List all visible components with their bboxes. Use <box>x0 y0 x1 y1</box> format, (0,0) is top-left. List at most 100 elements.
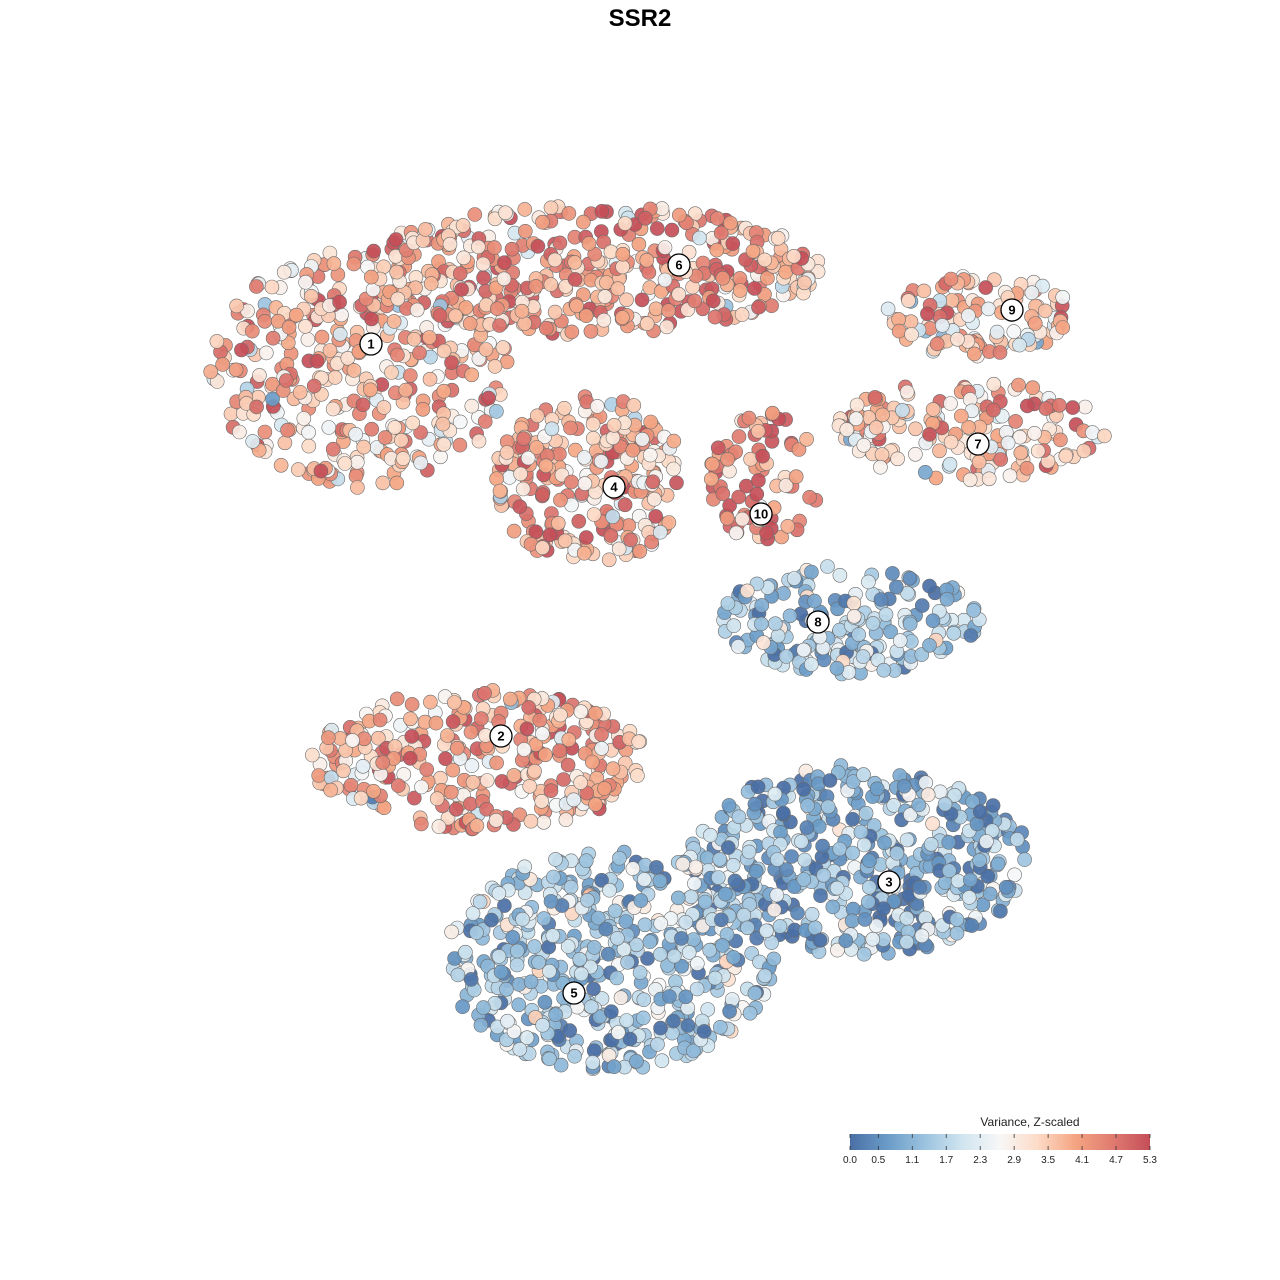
scatter-point <box>498 205 513 220</box>
scatter-point <box>306 378 322 394</box>
scatter-point <box>947 787 962 803</box>
scatter-point <box>440 728 455 743</box>
scatter-point <box>899 934 915 950</box>
scatter-point <box>515 481 531 497</box>
scatter-point <box>1097 428 1112 444</box>
scatter-point <box>636 992 652 1008</box>
scatter-point <box>939 591 955 607</box>
scatter-point <box>770 230 786 246</box>
cluster-label-badge <box>749 502 773 526</box>
scatter-point <box>512 499 528 515</box>
scatter-point <box>423 276 439 291</box>
scatter-point <box>811 819 827 834</box>
scatter-point <box>782 608 798 624</box>
scatter-point <box>471 433 487 449</box>
scatter-point <box>851 627 867 642</box>
scatter-point <box>456 250 472 266</box>
scatter-point <box>470 239 486 255</box>
scatter-point <box>760 270 775 286</box>
scatter-point <box>388 232 404 247</box>
scatter-point <box>753 616 769 632</box>
legend-title: Variance, Z-scaled <box>980 1115 1079 1129</box>
scatter-point <box>1017 852 1032 867</box>
cluster-label-10: 10 <box>749 502 773 526</box>
scatter-point <box>543 894 559 909</box>
scatter-point <box>865 931 881 947</box>
scatter-point <box>671 207 687 223</box>
scatter-point <box>670 890 686 906</box>
scatter-point <box>868 420 884 435</box>
scatter-point <box>725 857 741 873</box>
scatter-point <box>791 442 807 457</box>
scatter-point <box>799 820 815 835</box>
scatter-point <box>1013 445 1029 461</box>
scatter-point <box>598 921 614 937</box>
scatter-point <box>553 1057 569 1073</box>
scatter-point <box>709 242 725 258</box>
scatter-point <box>934 318 950 333</box>
scatter-point <box>1076 443 1092 459</box>
scatter-point <box>1009 832 1025 847</box>
scatter-point <box>563 420 578 436</box>
scatter-point <box>953 408 969 424</box>
scatter-point <box>413 816 429 832</box>
cluster-label-badge <box>562 981 586 1005</box>
scatter-point <box>932 443 947 459</box>
scatter-point <box>520 450 536 466</box>
scatter-point <box>464 367 480 383</box>
scatter-point <box>576 450 592 465</box>
scatter-point <box>556 400 572 416</box>
scatter-point <box>1007 867 1022 883</box>
scatter-point <box>786 248 802 264</box>
scatter-point <box>436 383 452 399</box>
scatter-point <box>981 301 996 317</box>
scatter-point <box>578 853 594 869</box>
scatter-point <box>602 882 617 898</box>
scatter-point <box>487 359 503 374</box>
scatter-point <box>414 779 429 795</box>
scatter-point <box>476 1000 491 1015</box>
scatter-point <box>713 912 729 928</box>
scatter-point <box>423 694 438 710</box>
scatter-point <box>372 712 388 728</box>
scatter-point <box>899 910 915 926</box>
scatter-point <box>511 997 527 1013</box>
scatter-point <box>325 441 341 457</box>
scatter-point <box>489 471 504 487</box>
scatter-point <box>447 695 462 710</box>
scatter-point <box>696 1024 712 1039</box>
scatter-point <box>617 216 633 231</box>
scatter-point <box>567 272 583 287</box>
scatter-point <box>314 329 330 345</box>
scatter-point <box>1052 397 1067 413</box>
scatter-point <box>448 801 464 817</box>
scatter-point <box>904 327 919 342</box>
scatter-point <box>298 274 313 290</box>
scatter-point <box>402 750 418 766</box>
scatter-point <box>452 414 468 430</box>
scatter-point <box>517 224 533 239</box>
scatter-point <box>856 767 871 782</box>
scatter-point <box>561 732 577 748</box>
scatter-point <box>603 244 619 260</box>
scatter-point <box>807 593 822 609</box>
scatter-point <box>876 662 892 678</box>
scatter-point <box>844 913 860 929</box>
scatter-point <box>619 1013 634 1028</box>
scatter-point <box>553 707 568 723</box>
scatter-point <box>925 613 941 629</box>
scatter-point <box>678 914 694 930</box>
scatter-point <box>338 743 353 758</box>
scatter-point <box>517 859 533 875</box>
scatter-point <box>589 399 605 414</box>
scatter-point <box>478 342 494 357</box>
scatter-point <box>861 853 877 869</box>
scatter-point <box>512 1042 528 1057</box>
scatter-point <box>265 391 280 407</box>
scatter-point <box>986 376 1002 392</box>
scatter-point <box>409 302 425 318</box>
scatter-point <box>610 281 626 297</box>
scatter-point <box>489 755 504 771</box>
scatter-point <box>418 222 433 237</box>
scatter-point <box>652 946 668 962</box>
